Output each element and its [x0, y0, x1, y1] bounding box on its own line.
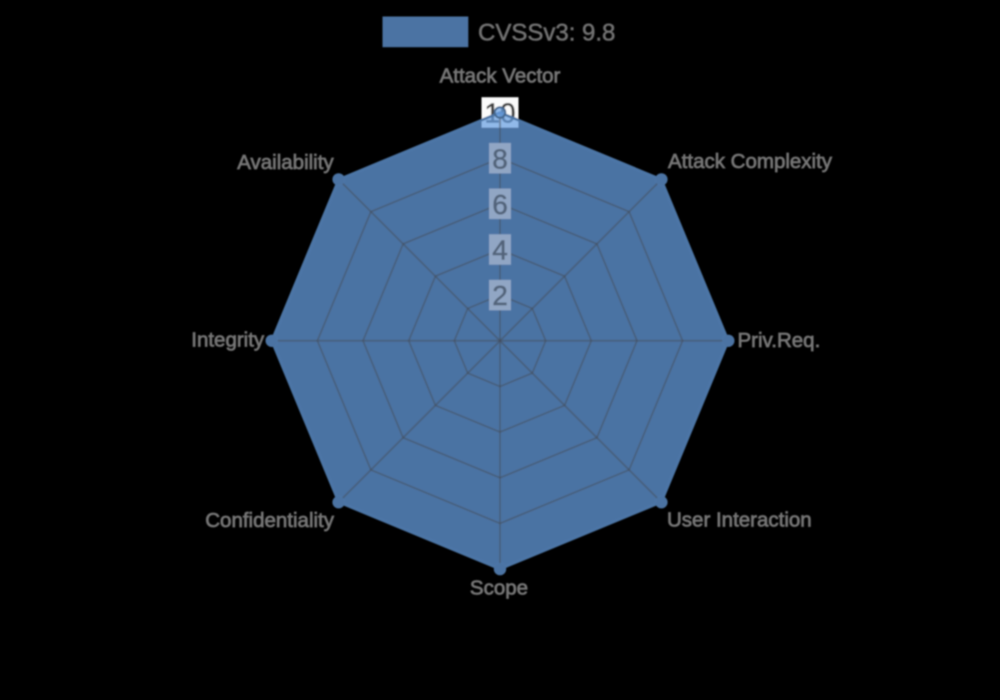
svg-text:Integrity: Integrity: [191, 328, 265, 351]
svg-text:Confidentiality: Confidentiality: [205, 509, 335, 532]
svg-text:Availability: Availability: [237, 151, 334, 174]
svg-text:Priv.Req.: Priv.Req.: [738, 329, 821, 352]
svg-text:CVSSv3: 9.8: CVSSv3: 9.8: [478, 19, 615, 46]
svg-text:Scope: Scope: [470, 577, 528, 600]
svg-text:6: 6: [492, 189, 508, 220]
svg-text:2: 2: [492, 280, 508, 311]
svg-text:User Interaction: User Interaction: [667, 508, 812, 531]
svg-text:4: 4: [492, 235, 508, 266]
svg-text:8: 8: [492, 143, 508, 174]
svg-text:Attack Vector: Attack Vector: [440, 65, 561, 88]
svg-text:Attack Complexity: Attack Complexity: [668, 150, 833, 173]
